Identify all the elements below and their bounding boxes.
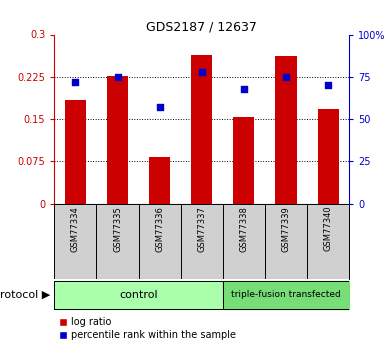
Text: GSM77338: GSM77338 (239, 206, 248, 252)
Text: GSM77335: GSM77335 (113, 206, 122, 252)
Point (199, 69, 205, 75)
Text: GSM77337: GSM77337 (197, 206, 206, 252)
Point (156, 105, 163, 110)
Point (241, 86, 247, 91)
Text: GSM77339: GSM77339 (282, 206, 291, 252)
Legend: log ratio, percentile rank within the sample: log ratio, percentile rank within the sa… (59, 317, 236, 340)
Bar (318, 109, 339, 204)
Bar (233, 117, 255, 204)
Text: GSM77336: GSM77336 (155, 206, 164, 252)
Point (114, 74, 121, 80)
Point (72, 79, 78, 85)
Text: control: control (119, 290, 158, 300)
Text: protocol ▶: protocol ▶ (0, 290, 50, 300)
Bar (191, 55, 212, 204)
Point (283, 74, 289, 80)
Point (325, 82, 331, 88)
Text: GSM77340: GSM77340 (324, 206, 333, 252)
Text: GSM77334: GSM77334 (71, 206, 80, 252)
Bar (275, 56, 296, 204)
Title: GDS2187 / 12637: GDS2187 / 12637 (146, 20, 257, 33)
Bar (149, 157, 170, 204)
Bar (65, 100, 86, 204)
Bar (107, 76, 128, 204)
Text: triple-fusion transfected: triple-fusion transfected (231, 290, 341, 299)
